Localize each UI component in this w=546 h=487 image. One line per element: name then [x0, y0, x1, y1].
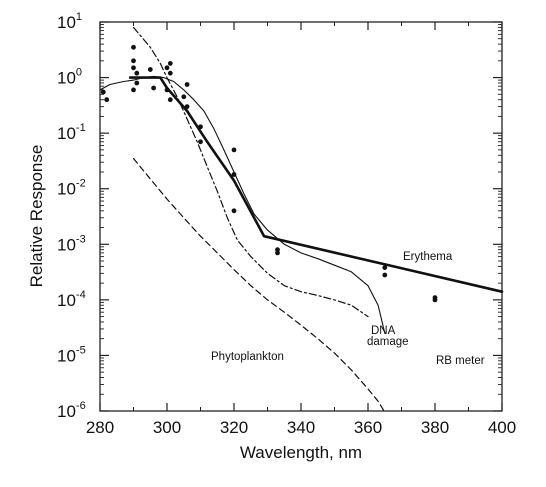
- y-tick-label: 101: [57, 11, 82, 32]
- rb-meter-label: RB meter: [436, 355, 485, 367]
- dna-damage-label-line1: DNA: [371, 325, 396, 337]
- erythema-label: Erythema: [403, 251, 453, 263]
- x-tick-label: 340: [287, 418, 315, 437]
- data-point: [198, 139, 203, 145]
- x-tick-label: 300: [153, 418, 181, 437]
- x-tick-label: 280: [86, 418, 114, 437]
- data-point: [231, 172, 237, 177]
- y-tick-label: 10-6: [57, 400, 86, 421]
- phytoplankton-label: Phytoplankton: [211, 351, 284, 363]
- data-point: [147, 67, 153, 72]
- y-tick-label: 10-5: [57, 344, 86, 365]
- y-tick-label: 100: [57, 67, 82, 88]
- data-point: [167, 97, 173, 103]
- x-tick-labels: 280 300 320 340 360 380 400: [86, 418, 516, 437]
- plot-frame: [99, 21, 503, 412]
- data-point: [104, 97, 110, 103]
- data-point: [131, 65, 136, 71]
- data-point: [231, 208, 237, 214]
- data-point: [164, 65, 170, 71]
- y-tick-label: 10-1: [57, 122, 86, 143]
- measurement-points: [100, 44, 438, 303]
- data-point: [167, 61, 173, 66]
- dna-damage-label-line2: damage: [367, 336, 409, 348]
- data-point: [131, 44, 136, 50]
- x-axis-title: Wavelength, nm: [240, 443, 362, 462]
- data-point: [382, 265, 388, 270]
- data-point: [151, 85, 157, 91]
- y-tick-label: 10-4: [57, 289, 86, 310]
- data-point: [131, 58, 136, 64]
- dna-damage-line: [132, 26, 369, 318]
- data-point: [167, 70, 173, 76]
- data-point: [432, 297, 438, 303]
- data-point: [231, 147, 237, 153]
- data-point: [184, 82, 190, 87]
- data-point: [100, 89, 106, 95]
- y-tick-label: 10-2: [57, 178, 86, 199]
- data-point: [164, 87, 170, 93]
- data-point: [181, 94, 187, 100]
- y-axis-title: Relative Response: [27, 145, 46, 288]
- data-point: [134, 70, 140, 76]
- series-lines: [99, 26, 504, 413]
- rb-meter-line: [99, 75, 386, 334]
- x-tick-label: 320: [220, 418, 248, 437]
- x-tick-label: 360: [354, 418, 382, 437]
- erythema-line: [128, 76, 504, 294]
- data-point: [275, 250, 280, 256]
- phytoplankton-line: [132, 157, 386, 413]
- x-tick-label: 380: [421, 418, 449, 437]
- data-point: [382, 272, 388, 278]
- data-point: [131, 87, 136, 93]
- axis-ticks: [99, 21, 503, 412]
- plot-frame-group: [99, 21, 503, 412]
- data-point: [134, 80, 140, 86]
- data-point: [184, 104, 190, 109]
- data-point: [198, 124, 203, 130]
- x-tick-label: 400: [488, 418, 516, 437]
- y-tick-labels: 101 100 10-1 10-2 10-3 10-4 10-5 10-6: [57, 11, 86, 421]
- y-tick-label: 10-3: [57, 233, 86, 254]
